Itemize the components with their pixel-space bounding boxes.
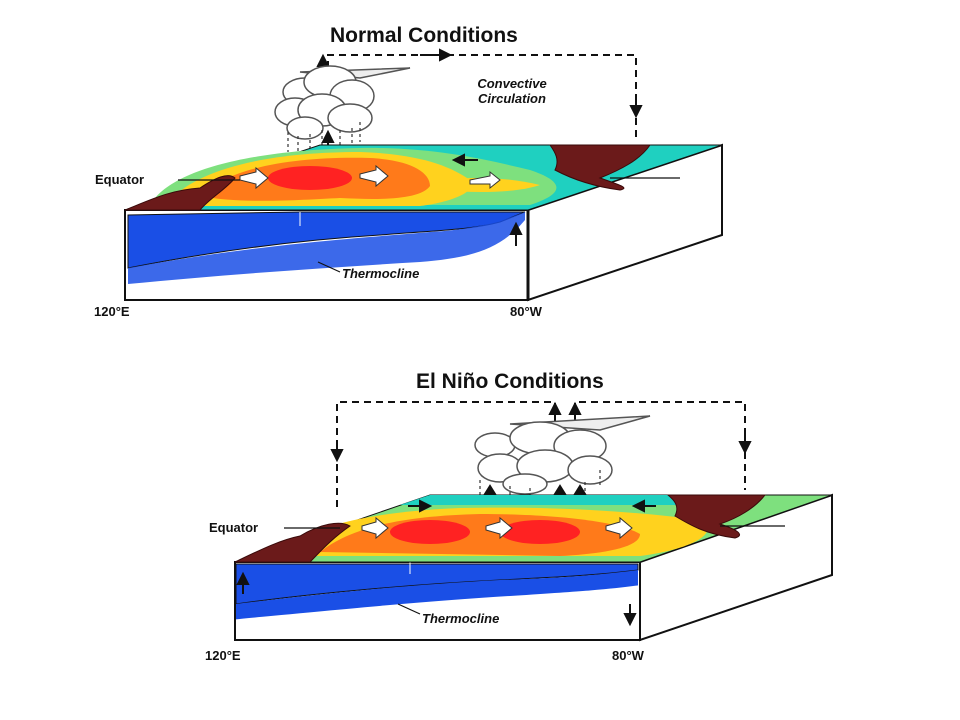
elnino-thermocline-label: Thermocline bbox=[422, 611, 500, 626]
normal-title: Normal Conditions bbox=[330, 24, 518, 47]
normal-surface-arrow bbox=[451, 153, 478, 167]
normal-wind-arrows bbox=[239, 164, 501, 190]
normal-cloud-icon bbox=[274, 65, 411, 140]
normal-land-west bbox=[124, 175, 236, 211]
normal-loop-arrows bbox=[316, 48, 643, 119]
normal-lon-east: 80°W bbox=[510, 304, 542, 319]
normal-thermocline-label: Thermocline bbox=[342, 266, 420, 281]
elnino-sst-core-west bbox=[390, 520, 470, 544]
elnino-wind-arrows bbox=[361, 516, 633, 540]
elnino-land-west bbox=[234, 522, 351, 563]
elnino-west-arrow bbox=[236, 571, 250, 594]
elnino-lon-east: 80°W bbox=[612, 648, 644, 663]
elnino-sst-core-east bbox=[500, 520, 580, 544]
normal-lon-west: 120°E bbox=[94, 304, 130, 319]
elnino-lon-west: 120°E bbox=[205, 648, 241, 663]
elnino-title: El Niño Conditions bbox=[416, 370, 604, 393]
elnino-downwelling-arrow bbox=[623, 604, 637, 627]
normal-circulation-label: Convective Circulation bbox=[477, 76, 547, 106]
normal-upwelling-arrow bbox=[509, 221, 523, 246]
normal-equator-label: Equator bbox=[95, 172, 145, 187]
elnino-surface-arrows bbox=[408, 499, 656, 513]
elnino-thermocline-line bbox=[235, 585, 639, 621]
elnino-cloud-icon bbox=[474, 415, 651, 495]
normal-land-east bbox=[549, 144, 651, 191]
elnino-loop-arrows bbox=[330, 401, 752, 463]
elnino-land-east bbox=[666, 494, 767, 539]
elnino-equator-label: Equator bbox=[209, 520, 259, 535]
normal-sst-core bbox=[268, 166, 352, 190]
